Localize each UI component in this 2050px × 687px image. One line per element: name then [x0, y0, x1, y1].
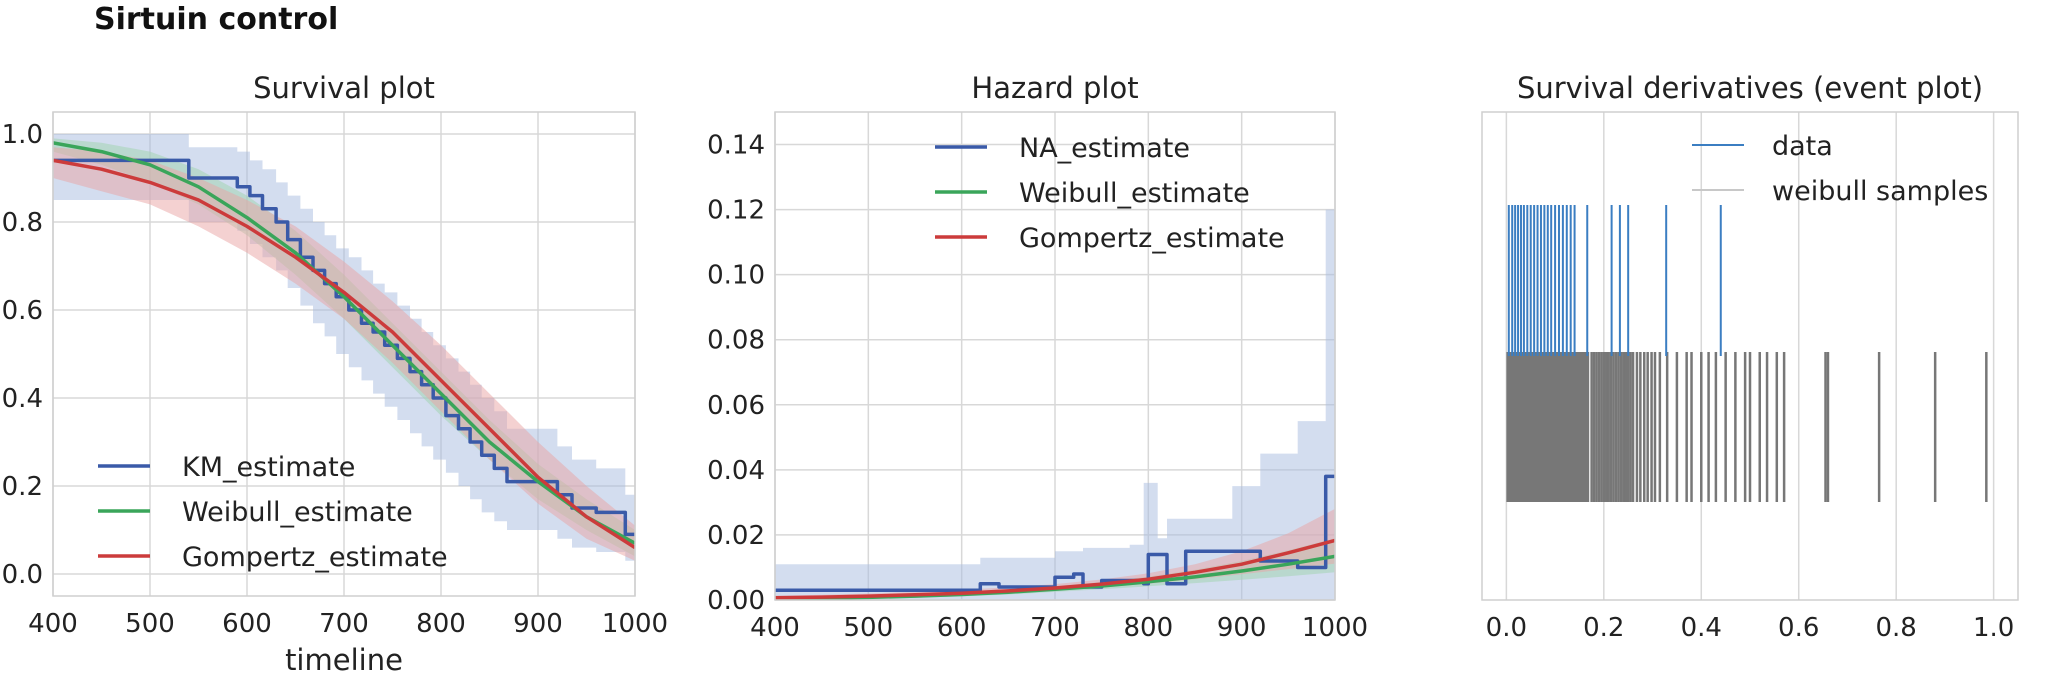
- x-tick-label: 1.0: [1973, 613, 2014, 643]
- x-tick-label: 700: [319, 609, 369, 639]
- y-tick-label: 0.04: [707, 456, 765, 486]
- x-tick-label: 900: [1217, 613, 1267, 643]
- series-line: [775, 538, 1335, 600]
- legend-label: Weibull_estimate: [182, 497, 413, 528]
- x-tick-label: 1000: [602, 609, 668, 639]
- plot-frame: [1481, 111, 2019, 601]
- y-tick-label: 1.0: [2, 120, 43, 150]
- legend-label: NA_estimate: [1019, 133, 1190, 164]
- plot-area: [53, 134, 635, 561]
- y-tick-label: 0.0: [2, 560, 43, 590]
- plot-frame: [774, 111, 1336, 601]
- legend-label: KM_estimate: [182, 452, 355, 483]
- x-tick-label: 800: [1124, 613, 1174, 643]
- survival-chart: 400 500 600 700 800 900 1000 0.0 0.2 0.4 0.6 0.8 1.0…: [2, 71, 668, 677]
- plot-area: [775, 209, 1335, 600]
- chart-title: Survival derivatives (event plot): [1517, 71, 1983, 105]
- event-samples-dense: [1506, 352, 1590, 502]
- x-tick-label: 0.4: [1681, 613, 1722, 643]
- x-tick-label: 600: [937, 613, 987, 643]
- x-tick-label: 1000: [1302, 613, 1368, 643]
- hazard-chart: 400 500 600 700 800 900 1000 0.00 0.02 0.04 0.06 0.…: [707, 71, 1368, 643]
- confidence-band: [53, 147, 635, 561]
- y-tick-label: 0.06: [707, 391, 765, 421]
- y-tick-label: 0.2: [2, 472, 43, 502]
- series-line: [53, 158, 635, 537]
- y-tick-label: 0.00: [707, 586, 765, 616]
- x-tick-label: 600: [222, 609, 272, 639]
- plot-frame: [52, 111, 636, 597]
- series-line: [53, 141, 635, 545]
- legend-label: Gompertz_estimate: [1019, 223, 1285, 254]
- x-axis-label: timeline: [285, 643, 403, 677]
- chart-title: Hazard plot: [971, 71, 1138, 105]
- figure-title: Sirtuin control: [94, 2, 339, 37]
- y-tick-label: 0.4: [2, 384, 43, 414]
- x-tick-label: 0.0: [1486, 613, 1527, 643]
- x-tick-label: 700: [1030, 613, 1080, 643]
- series-line: [53, 158, 635, 550]
- y-tick-label: 0.6: [2, 296, 43, 326]
- x-tick-label: 900: [513, 609, 563, 639]
- legend-label: weibull samples: [1772, 176, 1988, 207]
- y-tick-label: 0.02: [707, 521, 765, 551]
- legend-label: data: [1772, 131, 1833, 162]
- x-tick-label: 400: [28, 609, 78, 639]
- legend-label: Weibull_estimate: [1019, 178, 1250, 209]
- y-tick-label: 0.08: [707, 326, 765, 356]
- y-tick-label: 0.8: [2, 208, 43, 238]
- x-tick-label: 800: [416, 609, 466, 639]
- x-tick-label: 400: [750, 613, 800, 643]
- x-tick-label: 500: [844, 613, 894, 643]
- y-tick-label: 0.12: [707, 196, 765, 226]
- legend-label: Gompertz_estimate: [182, 542, 448, 573]
- chart-title: Survival plot: [253, 71, 435, 105]
- x-tick-label: 500: [125, 609, 175, 639]
- y-tick-label: 0.14: [707, 131, 765, 161]
- x-tick-label: 0.8: [1876, 613, 1917, 643]
- x-tick-label: 0.6: [1778, 613, 1819, 643]
- x-tick-label: 0.2: [1583, 613, 1624, 643]
- event-chart: 0.0 0.2 0.4 0.6 0.8 1.0 Survival derivatives (…: [1481, 71, 2019, 643]
- y-tick-label: 0.10: [707, 261, 765, 291]
